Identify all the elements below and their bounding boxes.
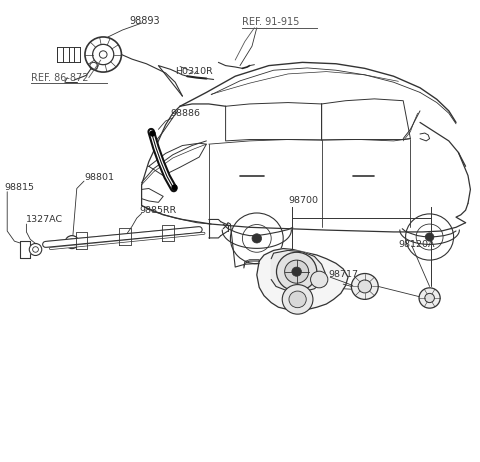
Circle shape (282, 285, 313, 314)
Text: REF. 86-872: REF. 86-872 (31, 73, 89, 83)
Circle shape (252, 234, 262, 243)
Text: 98717: 98717 (329, 270, 359, 280)
Circle shape (425, 293, 434, 303)
Circle shape (425, 233, 434, 241)
Text: 98893: 98893 (130, 16, 160, 26)
Polygon shape (271, 250, 325, 292)
Text: REF. 91-915: REF. 91-915 (242, 17, 300, 27)
Polygon shape (257, 249, 348, 310)
Circle shape (292, 267, 301, 276)
Text: 98801: 98801 (84, 173, 114, 182)
Text: 98815: 98815 (5, 182, 35, 192)
Text: 1327AC: 1327AC (26, 215, 63, 224)
Circle shape (358, 280, 372, 293)
Text: H0310R: H0310R (175, 67, 213, 76)
Circle shape (351, 274, 378, 299)
Circle shape (289, 291, 306, 308)
Text: 98886: 98886 (170, 109, 200, 118)
Circle shape (285, 260, 309, 283)
Circle shape (419, 288, 440, 308)
Text: 98120A: 98120A (398, 240, 435, 249)
Circle shape (276, 252, 317, 291)
Text: 9885RR: 9885RR (139, 206, 177, 215)
Circle shape (311, 271, 328, 288)
Text: 98700: 98700 (288, 196, 318, 206)
